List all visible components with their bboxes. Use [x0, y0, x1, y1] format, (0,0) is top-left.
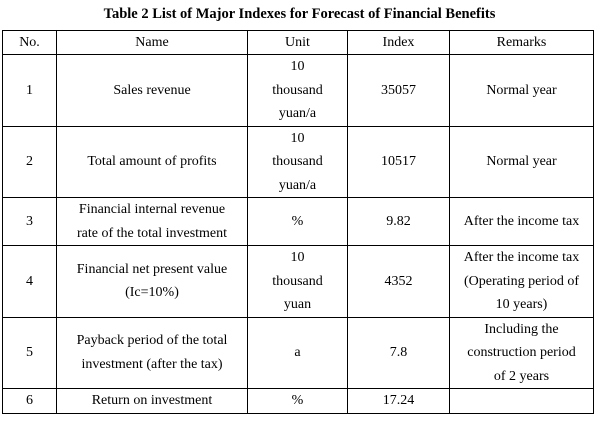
table-caption: Table 2 List of Major Indexes for Foreca…: [103, 6, 496, 22]
cell-remarks-text: Including the construction period of 2 y…: [467, 321, 576, 384]
cell-unit-text: 10 thousand yuan/a: [272, 59, 323, 121]
cell-remarks: After the income tax: [449, 197, 594, 246]
cell-unit: 10 thousand yuan/a: [247, 125, 348, 198]
cell-remarks: Normal year: [449, 54, 594, 127]
cell-index: 9.82: [347, 197, 450, 246]
cell-remarks-text: After the income tax: [463, 213, 580, 229]
header-remarks: Remarks: [449, 30, 594, 55]
cell-no: 5: [2, 316, 57, 389]
cell-unit: %: [247, 197, 348, 246]
cell-no: 6: [2, 388, 57, 414]
table-header-row: No. Name Unit Index Remarks: [2, 30, 594, 55]
cell-name: Payback period of the total investment (…: [56, 316, 248, 389]
cell-unit: %: [247, 388, 348, 414]
cell-remarks: Normal year: [449, 125, 594, 198]
cell-name-text: Total amount of profits: [87, 154, 217, 169]
cell-no: 2: [2, 125, 57, 198]
cell-index: 7.8: [347, 316, 450, 389]
cell-remarks-text: Normal year: [486, 82, 557, 98]
table-row: 5 Payback period of the total investment…: [2, 316, 594, 389]
cell-remarks: After the income tax (Operating period o…: [449, 245, 594, 318]
cell-name: Return on investment: [56, 388, 248, 414]
cell-unit-text: a: [294, 345, 301, 360]
cell-unit-text: %: [291, 393, 304, 408]
cell-unit-text: %: [291, 213, 304, 229]
header-no: No.: [2, 30, 57, 55]
header-name: Name: [56, 30, 248, 55]
cell-name-text: Financial internal revenue rate of the t…: [76, 202, 228, 241]
cell-name: Financial internal revenue rate of the t…: [56, 197, 248, 246]
cell-name: Sales revenue: [56, 54, 248, 127]
cell-name-text: Payback period of the total investment (…: [76, 333, 228, 372]
cell-index: 35057: [347, 54, 450, 127]
cell-index: 17.24: [347, 388, 450, 414]
cell-name: Financial net present value (Ic=10%): [56, 245, 248, 318]
header-unit: Unit: [247, 30, 348, 55]
cell-unit: 10 thousand yuan/a: [247, 54, 348, 127]
financial-indexes-table: No. Name Unit Index Remarks 1 Sales reve…: [2, 30, 594, 414]
cell-no: 1: [2, 54, 57, 127]
cell-unit: a: [247, 316, 348, 389]
cell-no: 4: [2, 245, 57, 318]
table-row: 3 Financial internal revenue rate of the…: [2, 197, 594, 246]
cell-name-text: Return on investment: [91, 393, 213, 408]
cell-index: 10517: [347, 125, 450, 198]
table-row: 4 Financial net present value (Ic=10%) 1…: [2, 245, 594, 318]
cell-name-text: Financial net present value (Ic=10%): [76, 261, 228, 301]
cell-unit-text: 10 thousand yuan/a: [272, 130, 323, 193]
cell-no: 3: [2, 197, 57, 246]
cell-unit: 10 thousand yuan: [247, 245, 348, 318]
header-index: Index: [347, 30, 450, 55]
cell-remarks: [449, 388, 594, 414]
cell-unit-text: 10 thousand yuan: [272, 250, 323, 312]
cell-remarks-text: After the income tax (Operating period o…: [463, 250, 580, 312]
cell-remarks: Including the construction period of 2 y…: [449, 316, 594, 389]
table-row: 6 Return on investment % 17.24: [2, 388, 594, 414]
table-row: 1 Sales revenue 10 thousand yuan/a 35057…: [2, 54, 594, 127]
cell-name: Total amount of profits: [56, 125, 248, 198]
cell-index: 4352: [347, 245, 450, 318]
cell-name-text: Sales revenue: [113, 82, 191, 98]
cell-remarks-text: Normal year: [486, 154, 557, 169]
table-row: 2 Total amount of profits 10 thousand yu…: [2, 125, 594, 198]
